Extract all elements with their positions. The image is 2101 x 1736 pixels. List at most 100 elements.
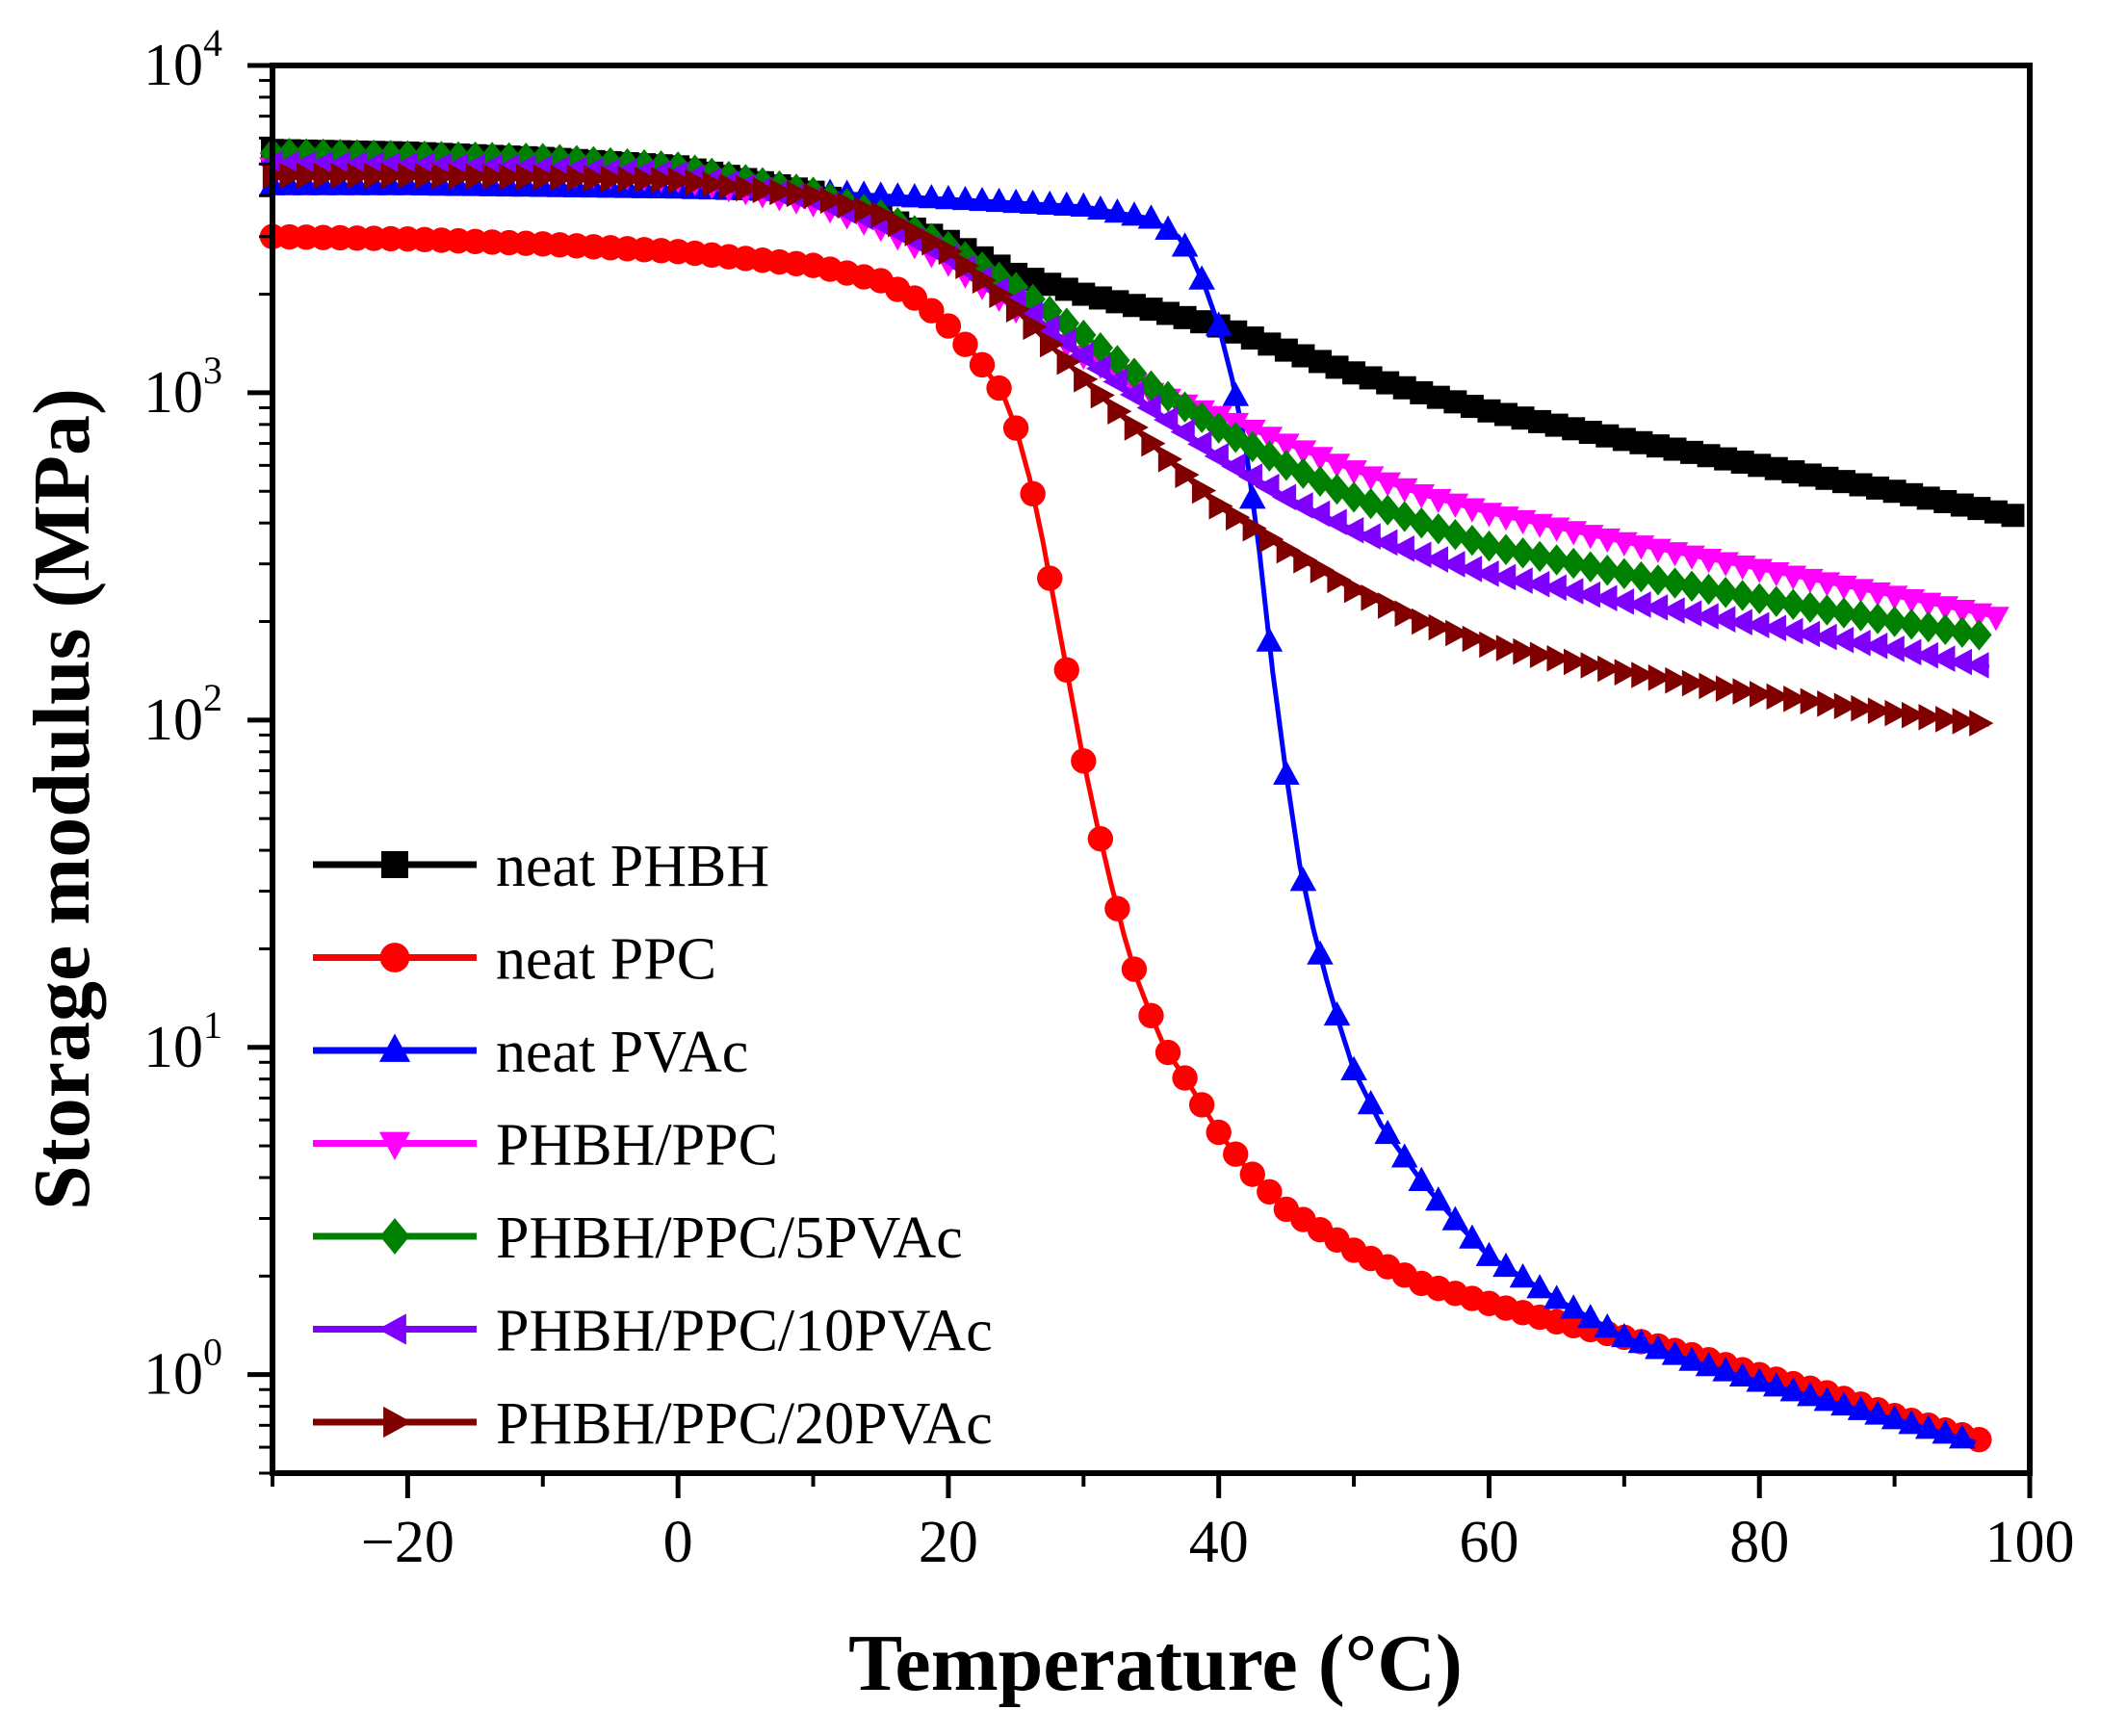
data-point	[1340, 1055, 1367, 1080]
data-point	[919, 298, 945, 324]
data-point	[1323, 453, 1351, 479]
data-point	[1575, 581, 1600, 609]
data-point	[550, 164, 575, 192]
data-point	[1678, 570, 1705, 602]
data-point	[1310, 557, 1335, 583]
data-point	[1138, 1002, 1164, 1029]
data-point	[1121, 201, 1148, 226]
data-point	[1848, 600, 1874, 632]
data-point	[853, 196, 879, 223]
data-point	[1913, 641, 1938, 669]
data-point	[1206, 412, 1232, 444]
x-axis-title: Temperature (°C)	[848, 1619, 1463, 1708]
data-point	[1915, 610, 1941, 643]
data-point	[1746, 1367, 1774, 1392]
data-point	[1154, 1039, 1181, 1066]
data-point	[1643, 594, 1669, 621]
data-point	[921, 228, 947, 256]
data-point	[1492, 533, 1519, 565]
y-tick-label: 103	[143, 349, 222, 426]
data-point	[329, 162, 355, 190]
data-point	[1056, 348, 1081, 376]
data-point	[1947, 648, 1973, 676]
legend-item: PHBH/PPC/5PVAc	[313, 1205, 963, 1271]
data-point	[1712, 1357, 1739, 1382]
data-point	[1256, 427, 1284, 452]
data-point	[1812, 623, 1837, 651]
data-point	[1543, 544, 1569, 576]
data-point	[1462, 625, 1487, 653]
data-point	[1273, 433, 1300, 458]
data-point	[1428, 613, 1453, 641]
data-point	[1580, 652, 1605, 679]
data-point	[867, 181, 895, 206]
data-point	[1526, 1274, 1553, 1299]
data-point	[1627, 1329, 1655, 1354]
data-point	[1459, 524, 1486, 557]
data-point	[1238, 484, 1266, 509]
data-point	[1394, 600, 1419, 628]
data-point	[1728, 1361, 1756, 1387]
data-point	[1206, 1119, 1232, 1146]
data-point	[1154, 406, 1179, 433]
data-point	[1357, 1090, 1385, 1115]
data-point	[1208, 492, 1233, 520]
data-point	[1715, 675, 1741, 703]
data-point	[380, 162, 405, 190]
data-point	[1103, 198, 1131, 223]
data-point	[1949, 616, 1976, 648]
data-point	[516, 164, 541, 191]
data-point	[1508, 567, 1533, 594]
data-point	[1727, 609, 1752, 636]
data-point	[837, 192, 862, 219]
data-point	[1745, 611, 1770, 639]
data-point	[1037, 565, 1063, 591]
data-point	[1814, 594, 1840, 626]
legend-marker	[379, 1218, 410, 1255]
data-point	[1880, 635, 1905, 662]
data-point	[1188, 1092, 1215, 1118]
x-tick-label: 80	[1729, 1510, 1789, 1575]
data-point	[870, 201, 895, 228]
data-point	[1425, 512, 1452, 545]
data-point	[1307, 465, 1334, 497]
data-point	[1305, 500, 1331, 528]
data-point	[1069, 342, 1094, 369]
x-tick-label: 60	[1459, 1510, 1518, 1575]
data-point	[1779, 1377, 1807, 1402]
data-point	[769, 178, 794, 206]
data-point	[1085, 354, 1111, 382]
data-point	[1593, 584, 1618, 612]
data-point	[1340, 481, 1367, 513]
legend-item: PHBH/PPC/10PVAc	[313, 1299, 993, 1364]
y-tick-label: 102	[143, 676, 222, 753]
data-point	[1205, 311, 1232, 336]
data-point	[1440, 551, 1466, 578]
data-point	[1918, 704, 1943, 731]
legend-label: PHBH/PPC/20PVAc	[496, 1391, 993, 1457]
data-point	[1255, 473, 1280, 501]
data-point	[1474, 560, 1499, 587]
data-point	[884, 182, 912, 207]
data-point	[1509, 1263, 1537, 1288]
data-point	[1141, 429, 1166, 457]
data-point	[1901, 701, 1927, 729]
data-point	[1104, 895, 1130, 921]
y-tick-label: 101	[143, 1003, 222, 1080]
legend-marker	[377, 1313, 406, 1345]
data-point	[1071, 748, 1097, 774]
data-point	[904, 220, 929, 246]
data-point	[1242, 514, 1267, 542]
data-point	[1307, 447, 1334, 472]
data-point	[1761, 614, 1786, 642]
data-point	[1609, 588, 1635, 615]
data-point	[1750, 681, 1775, 708]
data-point	[1847, 1395, 1875, 1420]
data-point	[1052, 191, 1080, 217]
data-point	[1107, 398, 1132, 426]
data-point	[1408, 1166, 1436, 1191]
data-point	[819, 187, 845, 214]
data-point	[951, 185, 979, 211]
data-point	[631, 148, 658, 181]
data-point	[1172, 391, 1198, 423]
